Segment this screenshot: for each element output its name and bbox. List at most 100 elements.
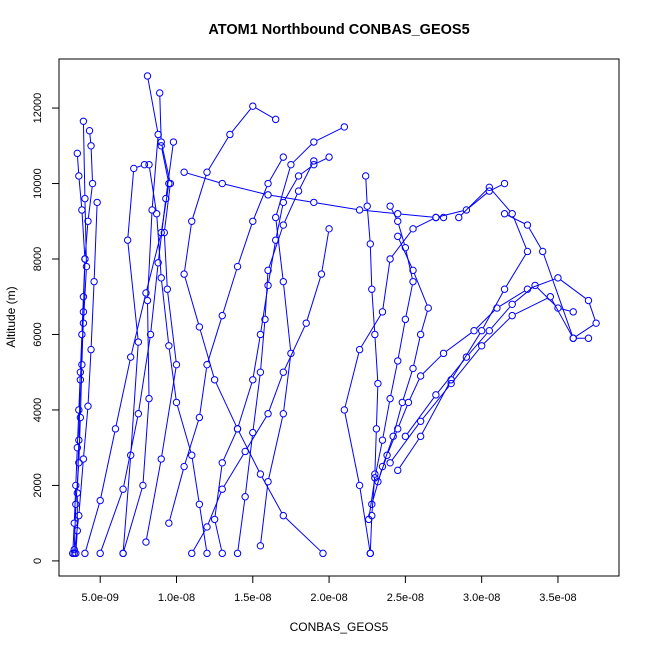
profile-line: [76, 413, 80, 445]
data-point: [134, 338, 143, 346]
profile-line: [78, 462, 84, 513]
data-point: [508, 210, 516, 218]
data-point: [233, 549, 242, 558]
data-point: [73, 149, 82, 158]
data-point: [302, 319, 310, 327]
profile-line: [252, 375, 261, 430]
profile-line: [89, 134, 92, 143]
profile-line: [359, 488, 371, 550]
data-point: [279, 368, 288, 376]
data-point: [233, 262, 242, 271]
data-point: [531, 281, 539, 290]
profile-series: [81, 142, 173, 558]
profile-line: [100, 492, 123, 551]
profile-line: [482, 292, 504, 328]
data-point: [157, 274, 165, 282]
data-point: [294, 172, 303, 180]
profile-line: [537, 287, 556, 306]
x-tick-label: 5.0e-09: [82, 592, 119, 604]
data-point: [394, 425, 402, 433]
profile-line: [397, 322, 406, 358]
profile-line: [468, 333, 488, 355]
profile-line: [231, 108, 251, 133]
data-point: [256, 542, 265, 550]
profile-series: [233, 157, 318, 558]
profile-line: [275, 220, 284, 279]
profile-line: [374, 432, 377, 471]
data-point: [470, 327, 478, 335]
profile-line: [199, 330, 215, 377]
profile-line: [293, 144, 312, 163]
profile-line: [115, 360, 131, 426]
profile-line: [367, 209, 371, 241]
profile-line: [156, 217, 162, 275]
data-point: [72, 481, 80, 490]
profile-line: [238, 382, 253, 426]
y-axis-label: Altitude (m): [4, 286, 18, 347]
profile-line: [269, 159, 282, 181]
profile-line: [376, 387, 379, 426]
profile-line: [159, 96, 162, 139]
profile-line: [237, 500, 246, 550]
data-point: [123, 236, 132, 244]
profile-line: [122, 458, 131, 550]
data-point: [85, 127, 94, 135]
profile-line: [401, 213, 433, 218]
y-tick-label: 2000: [32, 473, 44, 497]
data-point: [372, 425, 381, 433]
profile-line: [199, 507, 207, 550]
data-point: [317, 270, 326, 278]
profile-line: [90, 285, 95, 347]
profile-line: [81, 213, 86, 256]
data-point: [409, 266, 417, 275]
data-point: [416, 372, 425, 380]
data-point: [218, 179, 226, 188]
data-point: [287, 160, 295, 169]
data-point: [394, 232, 402, 241]
data-point: [172, 360, 181, 369]
data-point: [371, 330, 379, 339]
profile-series: [145, 160, 211, 558]
data-point: [75, 406, 83, 414]
profile-line: [208, 137, 229, 170]
profile-line: [382, 262, 391, 309]
data-point: [93, 198, 101, 207]
profile-line: [76, 443, 80, 490]
profile-line: [321, 232, 329, 271]
data-point: [500, 210, 509, 218]
data-point: [485, 183, 493, 192]
profile-line: [284, 326, 306, 370]
profile-line: [260, 322, 266, 369]
profile-line: [214, 466, 223, 516]
data-point: [462, 206, 471, 214]
data-point: [256, 470, 265, 478]
profile-line: [452, 333, 481, 378]
data-point: [523, 247, 532, 256]
data-point: [462, 353, 471, 361]
profile-line: [283, 356, 291, 411]
data-point: [79, 319, 88, 327]
profile-line: [316, 128, 342, 141]
profile-series: [119, 160, 149, 558]
data-point: [374, 379, 382, 388]
data-point: [78, 360, 86, 369]
data-point: [90, 277, 98, 286]
data-point: [79, 117, 88, 125]
data-point: [374, 477, 382, 486]
data-point: [279, 410, 288, 418]
profile-line: [422, 355, 442, 374]
profile-series: [374, 210, 600, 486]
data-point: [241, 447, 249, 456]
data-point: [188, 217, 196, 225]
profile-line: [130, 345, 139, 452]
profile-line: [284, 178, 298, 200]
profile-line: [74, 519, 79, 550]
data-point: [319, 549, 327, 558]
profile-line: [164, 186, 171, 230]
profile-line: [363, 209, 395, 214]
profile-line: [271, 194, 311, 203]
data-point: [271, 236, 280, 244]
profile-line: [223, 454, 244, 487]
data-point: [70, 549, 78, 558]
data-point: [383, 451, 391, 459]
